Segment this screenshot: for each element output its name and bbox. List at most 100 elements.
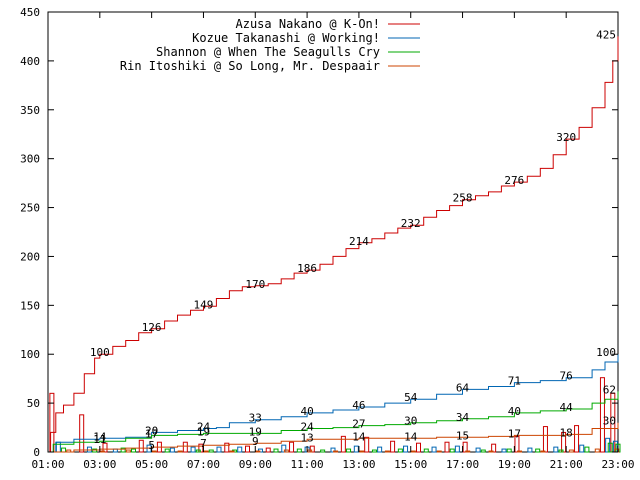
hourly-bar <box>273 448 279 453</box>
hourly-bar <box>436 450 442 453</box>
hourly-bar <box>553 446 559 453</box>
series-lines <box>48 36 619 453</box>
data-label: 40 <box>508 405 521 418</box>
series-line <box>48 422 619 453</box>
data-label: 186 <box>297 262 317 275</box>
data-label: 7 <box>200 437 207 450</box>
hourly-bar <box>488 450 494 453</box>
hourly-bar <box>568 449 574 453</box>
data-label: 170 <box>245 278 265 291</box>
hourly-bars <box>49 377 621 453</box>
hourly-bar <box>55 441 61 453</box>
data-label: 71 <box>508 375 521 388</box>
data-label: 232 <box>401 217 421 230</box>
hourly-bar <box>527 447 533 453</box>
hourly-bar <box>307 449 313 453</box>
hourly-bar <box>449 448 455 453</box>
hourly-bar <box>359 450 364 453</box>
hourly-bar <box>296 448 302 453</box>
data-label: 30 <box>603 415 616 428</box>
hourly-bar <box>182 441 188 453</box>
hourly-bar <box>92 448 98 453</box>
data-label: 14 <box>404 430 418 443</box>
hourly-bar <box>542 426 548 453</box>
y-tick-label: 250 <box>20 202 40 215</box>
hourly-bar <box>99 450 105 453</box>
data-label: 425 <box>596 28 616 41</box>
hourly-bar <box>138 439 144 453</box>
hourly-bar <box>61 447 67 453</box>
hourly-bar <box>579 444 585 453</box>
hourly-bar <box>423 448 429 453</box>
hourly-bar <box>371 449 377 453</box>
hourly-bar <box>125 449 131 453</box>
data-label: 19 <box>197 425 210 438</box>
data-label: 19 <box>249 425 262 438</box>
hourly-bar <box>79 414 85 453</box>
hourly-bar <box>584 446 590 453</box>
data-label: 30 <box>404 415 417 428</box>
data-label: 5 <box>148 439 155 452</box>
data-label: 54 <box>404 391 418 404</box>
hourly-bar <box>216 446 222 453</box>
y-tick-label: 200 <box>20 250 40 263</box>
hourly-bar <box>120 447 126 453</box>
hourly-bar <box>605 437 611 453</box>
data-label: 214 <box>349 235 369 248</box>
legend-label: Azusa Nakano @ K-On! <box>236 17 381 31</box>
hourly-bar <box>462 441 468 453</box>
hourly-bar <box>255 450 261 453</box>
data-label: 46 <box>352 399 365 412</box>
hourly-bar <box>403 445 409 453</box>
hourly-bar <box>245 445 250 453</box>
data-label: 14 <box>93 430 107 443</box>
x-tick-label: 15:00 <box>394 458 427 471</box>
data-label: 33 <box>249 412 262 425</box>
y-tick-label: 350 <box>20 104 40 117</box>
data-label: 62 <box>603 383 616 396</box>
x-tick-label: 23:00 <box>601 458 634 471</box>
hourly-bar <box>229 450 235 453</box>
data-label: 320 <box>556 131 576 144</box>
data-label: 276 <box>504 174 524 187</box>
hourly-bar <box>475 447 481 453</box>
data-label: 24 <box>300 421 314 434</box>
plot-frame <box>47 11 619 453</box>
hourly-bar <box>607 442 613 453</box>
x-tick-label: 13:00 <box>342 458 375 471</box>
hourly-bar <box>190 446 196 453</box>
data-label: 76 <box>560 370 573 383</box>
x-tick-label: 07:00 <box>187 458 220 471</box>
hourly-bar <box>151 450 157 453</box>
x-tick-label: 03:00 <box>83 458 116 471</box>
data-label: 13 <box>300 431 313 444</box>
hourly-bar <box>208 449 214 453</box>
hourly-bar <box>397 448 403 453</box>
data-label: 40 <box>300 405 313 418</box>
hourly-bar <box>390 440 396 453</box>
hourly-bar <box>480 449 486 453</box>
hourly-bar <box>558 449 564 453</box>
x-tick-label: 01:00 <box>31 458 64 471</box>
hourly-bar <box>431 446 437 453</box>
hourly-bar <box>353 445 359 453</box>
series-line <box>48 354 619 453</box>
legend-label: Shannon @ When The Seagulls Cry <box>156 45 380 59</box>
hourly-bar <box>237 446 243 453</box>
data-label: 9 <box>252 435 259 448</box>
x-tick-label: 21:00 <box>550 458 583 471</box>
hourly-bar <box>594 448 600 453</box>
hourly-bar <box>410 450 416 453</box>
hourly-bar <box>514 435 520 453</box>
y-tick-label: 450 <box>20 6 40 19</box>
hourly-bar <box>169 447 175 453</box>
y-tick-label: 150 <box>20 299 40 312</box>
x-tick-label: 19:00 <box>498 458 531 471</box>
data-label: 64 <box>456 381 470 394</box>
hourly-bar <box>283 449 289 453</box>
hourly-bar <box>265 447 271 453</box>
hourly-bar <box>203 450 209 453</box>
hourly-bar <box>177 450 183 453</box>
